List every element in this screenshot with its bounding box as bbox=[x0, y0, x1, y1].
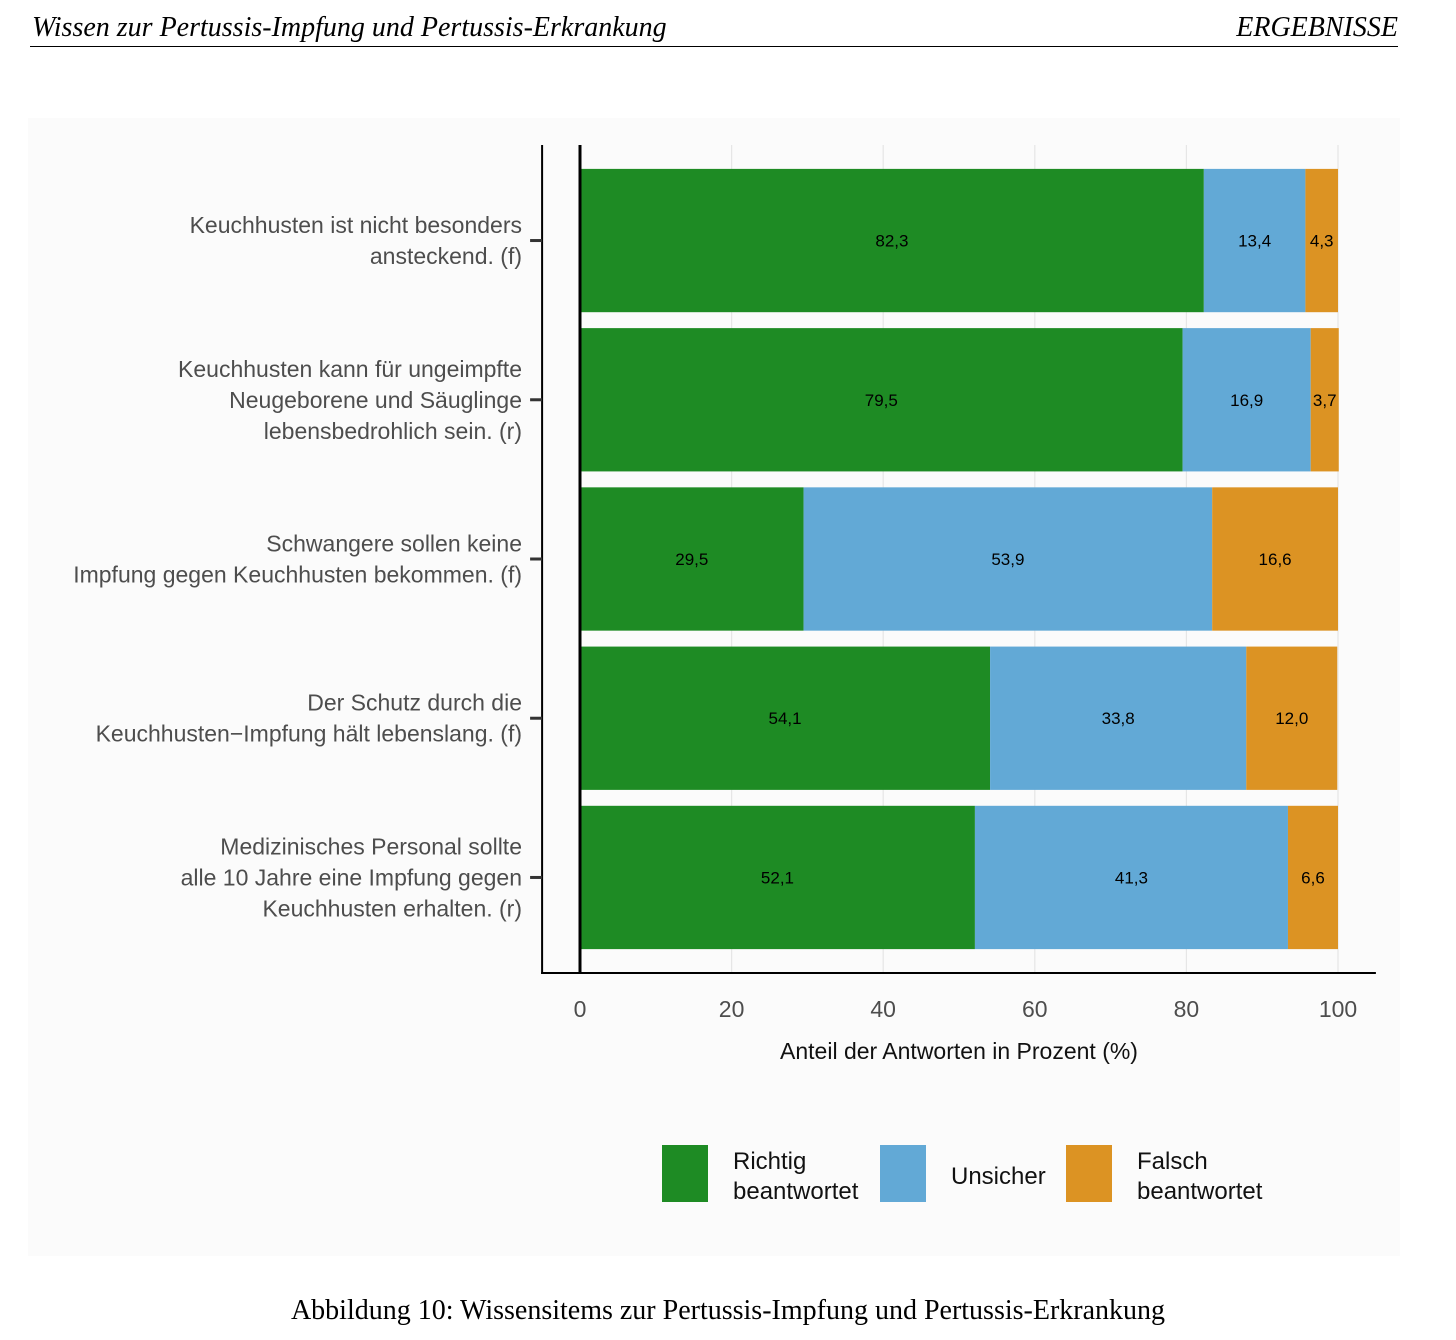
bar-segment bbox=[580, 646, 991, 790]
bar-value-label: 41,3 bbox=[1115, 868, 1148, 887]
legend-swatch bbox=[880, 1145, 926, 1202]
legend-item: Richtig beantwortet bbox=[662, 1145, 859, 1205]
bar-segment bbox=[1287, 805, 1338, 950]
category-label-line: Keuchhusten ist nicht besonders bbox=[190, 212, 522, 238]
bar-segment bbox=[580, 805, 975, 950]
category-label-line: Keuchhusten−Impfung hält lebenslang. (f) bbox=[96, 721, 522, 747]
bar-segment bbox=[580, 487, 804, 631]
legend-label: Unsicher bbox=[951, 1163, 1046, 1190]
running-head-title: Wissen zur Pertussis-Impfung und Pertuss… bbox=[32, 12, 667, 43]
bar-value-label: 54,1 bbox=[768, 709, 801, 728]
bar-value-label: 16,6 bbox=[1259, 550, 1292, 569]
bar-value-label: 13,4 bbox=[1238, 232, 1271, 251]
category-label-line: Der Schutz durch die bbox=[307, 690, 522, 716]
x-tick-label: 0 bbox=[574, 996, 587, 1022]
bar-segment bbox=[580, 168, 1204, 313]
legend-swatch bbox=[662, 1145, 708, 1202]
x-tick-label: 20 bbox=[719, 996, 745, 1022]
x-tick-label: 60 bbox=[1022, 996, 1048, 1022]
category-label-line: Keuchhusten erhalten. (r) bbox=[262, 895, 522, 921]
bar-value-label: 3,7 bbox=[1313, 391, 1337, 410]
category-label-line: Schwangere sollen keine bbox=[266, 531, 522, 557]
figure-caption: Abbildung 10: Wissensitems zur Pertussis… bbox=[290, 1295, 1166, 1326]
legend-item: Falsch beantwortet bbox=[1066, 1145, 1263, 1205]
bar-value-label: 33,8 bbox=[1102, 709, 1135, 728]
x-axis-title: Anteil der Antworten in Prozent (%) bbox=[780, 1038, 1138, 1064]
bar-row: 79,5 16,9 3,7 bbox=[580, 328, 1339, 472]
legend-label-line: beantwortet bbox=[733, 1178, 859, 1205]
bar-segment bbox=[1305, 168, 1338, 313]
bar-segment bbox=[1246, 646, 1338, 790]
category-label: Der Schutz durch die Keuchhusten−Impfung … bbox=[96, 690, 522, 747]
category-label-line: Impfung gegen Keuchhusten bekommen. (f) bbox=[73, 562, 522, 588]
bar-segment bbox=[580, 328, 1183, 472]
legend-swatch bbox=[1066, 1145, 1112, 1202]
legend-label-line: Unsicher bbox=[951, 1163, 1046, 1190]
bar-value-label: 29,5 bbox=[675, 550, 708, 569]
category-label-line: lebensbedrohlich sein. (r) bbox=[264, 418, 522, 444]
bar-value-label: 12,0 bbox=[1275, 709, 1308, 728]
bar-segment bbox=[1182, 328, 1311, 472]
bar-row: 82,3 13,4 4,3 bbox=[580, 168, 1338, 313]
bar-value-label: 16,9 bbox=[1230, 391, 1263, 410]
bars: 82,3 13,4 4,3 79,5 16,9 3,7 29,5 53,9 16,6 54,1 33… bbox=[580, 168, 1339, 950]
category-label: Keuchhusten ist nicht besonders anstecken… bbox=[190, 212, 522, 269]
legend-item: Unsicher bbox=[880, 1145, 1046, 1202]
category-label-line: Neugeborene und Säuglinge bbox=[229, 387, 522, 413]
bar-value-label: 82,3 bbox=[875, 232, 908, 251]
bar-value-label: 52,1 bbox=[761, 868, 794, 887]
x-tick-label: 40 bbox=[870, 996, 896, 1022]
category-label-line: ansteckend. (f) bbox=[370, 243, 522, 269]
bar-value-label: 6,6 bbox=[1301, 868, 1325, 887]
x-tick-label: 80 bbox=[1174, 996, 1200, 1022]
bar-row: 29,5 53,9 16,6 bbox=[580, 487, 1338, 631]
bar-value-label: 79,5 bbox=[865, 391, 898, 410]
bar-value-label: 4,3 bbox=[1310, 232, 1334, 251]
bar-segment bbox=[990, 646, 1247, 790]
bar-row: 52,1 41,3 6,6 bbox=[580, 805, 1338, 950]
bar-row: 54,1 33,8 12,0 bbox=[580, 646, 1338, 790]
legend-label: Richtig beantwortet bbox=[733, 1148, 859, 1205]
category-label: Schwangere sollen keine Impfung gegen Keu… bbox=[73, 531, 522, 588]
bar-segment bbox=[974, 805, 1288, 950]
bar-value-label: 53,9 bbox=[991, 550, 1024, 569]
legend: Richtig beantwortet Unsicher Falsch beantwor… bbox=[662, 1145, 1263, 1205]
category-label: Keuchhusten kann für ungeimpfte Neugebore… bbox=[178, 356, 522, 444]
bar-segment bbox=[803, 487, 1213, 631]
legend-label-line: Richtig bbox=[733, 1148, 806, 1175]
x-tick-label: 100 bbox=[1319, 996, 1357, 1022]
running-head: Wissen zur Pertussis-Impfung und Pertuss… bbox=[30, 8, 1398, 47]
category-label: Medizinisches Personal sollte alle 10 Jah… bbox=[181, 833, 522, 921]
bar-segment bbox=[1310, 328, 1339, 472]
running-head-section: ERGEBNISSE bbox=[1236, 12, 1398, 43]
legend-label-line: beantwortet bbox=[1137, 1178, 1263, 1205]
legend-label-line: Falsch bbox=[1137, 1148, 1208, 1175]
category-label-line: Keuchhusten kann für ungeimpfte bbox=[178, 356, 522, 382]
legend-label: Falsch beantwortet bbox=[1137, 1148, 1263, 1205]
category-label-line: alle 10 Jahre eine Impfung gegen bbox=[181, 864, 522, 890]
bar-segment bbox=[1212, 487, 1338, 631]
category-label-line: Medizinisches Personal sollte bbox=[220, 833, 522, 859]
bar-segment bbox=[1203, 168, 1306, 313]
